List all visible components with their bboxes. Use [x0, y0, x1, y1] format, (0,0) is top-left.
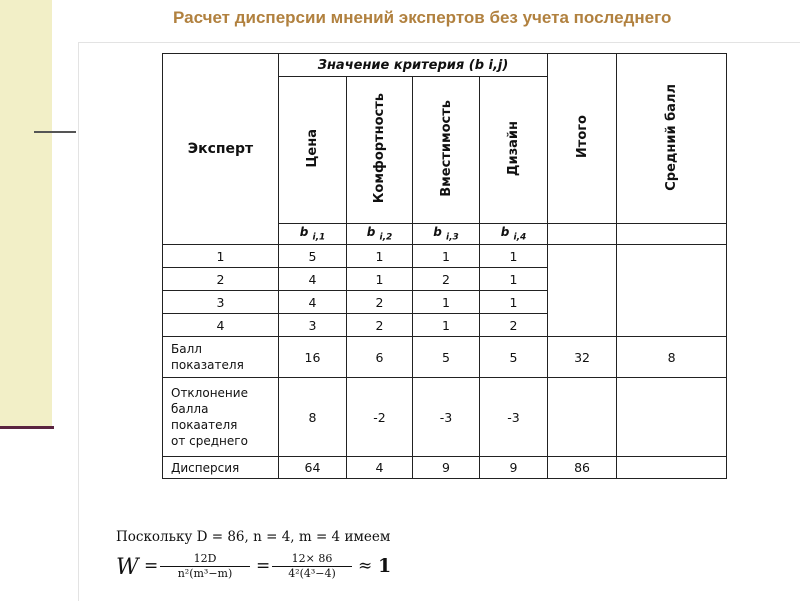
header-capacity: Вместимость	[412, 76, 480, 224]
slide-title: Расчет дисперсии мнений экспертов без уч…	[173, 8, 672, 27]
subheader-b-i1: b i,1	[278, 223, 347, 245]
table-cell: 2	[346, 290, 413, 314]
deviation-row-label: Отклонение балла покаателя от среднего	[162, 377, 279, 457]
table-cell: -3	[478, 377, 549, 457]
table-cell: 8	[278, 377, 347, 457]
formula-equals-2: =	[256, 556, 271, 576]
expert-table: Эксперт Значение критерия (b i,j) Итого …	[162, 53, 728, 479]
formula-result: 1	[378, 555, 392, 577]
table-cell: 5	[412, 336, 480, 378]
dispersion-row-label: Дисперсия	[162, 456, 279, 479]
table-cell: 1	[412, 313, 480, 337]
fraction-denominator: n²(m³−m)	[177, 567, 233, 580]
subheader-b-i3: b i,3	[412, 223, 480, 245]
header-comfort-label: Комфортность	[372, 93, 387, 204]
table-cell: 1	[478, 290, 549, 314]
deviation-row: Отклонение балла покаателя от среднего 8 -2…	[162, 377, 728, 457]
total-empty-cell	[547, 244, 618, 337]
table-row: 4 3 2 1 2	[162, 313, 727, 337]
dispersion-row: Дисперсия 64 4 9 9 86	[162, 456, 728, 479]
formula-approx-sign: ≈	[358, 556, 373, 576]
subheader-b-i4: b i,4	[478, 223, 549, 245]
score-total-cell: 32	[547, 336, 618, 378]
formula-statement: Поскольку D = 86, n = 4, m = 4 имеем	[116, 529, 391, 545]
header-price-label: Цена	[305, 129, 320, 168]
table-cell: 2	[346, 313, 413, 337]
formula-equals-1: =	[144, 556, 159, 576]
table-cell: 2	[478, 313, 549, 337]
table-row: 3 4 2 1 1	[162, 290, 727, 314]
table-cell: 9	[478, 456, 549, 479]
table-cell: -2	[346, 377, 413, 457]
header-average-label: Средний балл	[664, 83, 680, 191]
table-cell: 1	[412, 244, 480, 268]
score-row: Балл показателя 16 6 5 5 32 8	[162, 336, 728, 378]
table-cell: 1	[346, 267, 413, 291]
table-cell: 4	[346, 456, 413, 479]
table-cell: 3	[278, 313, 347, 337]
header-expert: Эксперт	[162, 53, 279, 245]
table-cell: 6	[346, 336, 413, 378]
formula-concordance: W = 12D n²(m³−m) = 12× 86 4²(4³−4) ≈ 1	[116, 548, 392, 586]
table-cell: 4	[278, 290, 347, 314]
header-design: Дизайн	[478, 76, 549, 224]
accent-line	[34, 131, 76, 133]
formula-fraction-values: 12× 86 4²(4³−4)	[272, 552, 352, 581]
header-average: Средний балл	[616, 53, 728, 224]
header-total-label: Итого	[574, 115, 590, 159]
formula-fraction-general: 12D n²(m³−m)	[160, 552, 250, 581]
score-row-label: Балл показателя	[162, 336, 279, 378]
table-cell: 2	[412, 267, 480, 291]
table-cell: 1	[478, 267, 549, 291]
table-cell: 9	[412, 456, 480, 479]
header-design-label: Дизайн	[506, 120, 522, 177]
subheader-total-empty	[547, 223, 618, 245]
table-row: 1 5 1 1 1	[162, 244, 728, 337]
dispersion-total-cell: 86	[547, 456, 618, 479]
header-capacity-label: Вместимость	[438, 100, 454, 197]
fraction-numerator: 12× 86	[272, 552, 352, 567]
expert-number: 3	[162, 290, 279, 314]
table-cell: -3	[412, 377, 480, 457]
sidebar-decoration	[0, 0, 52, 428]
subheader-average-empty	[616, 223, 728, 245]
dispersion-average-cell	[616, 456, 728, 479]
fraction-denominator: 4²(4³−4)	[288, 567, 336, 580]
deviation-average-cell	[616, 377, 728, 457]
header-price: Цена	[278, 76, 347, 224]
average-empty-cell	[616, 244, 728, 337]
sidebar-bottom-line	[0, 426, 54, 429]
fraction-numerator: 12D	[160, 552, 250, 567]
header-total: Итого	[547, 53, 618, 224]
table-cell: 1	[478, 244, 549, 268]
table-cell: 1	[412, 290, 480, 314]
subheader-b-i2: b i,2	[346, 223, 413, 245]
formula-w-symbol: W	[116, 555, 139, 580]
table-cell: 4	[278, 267, 347, 291]
table-cell: 64	[278, 456, 347, 479]
table-cell: 1	[346, 244, 413, 268]
expert-number: 1	[162, 244, 279, 268]
expert-number: 2	[162, 267, 279, 291]
table-cell: 5	[478, 336, 549, 378]
header-comfort: Комфортность	[346, 76, 413, 224]
header-criteria-group: Значение критерия (b i,j)	[277, 53, 549, 77]
table-cell: 16	[278, 336, 347, 378]
expert-number: 4	[162, 313, 279, 337]
table-cell: 5	[278, 244, 347, 268]
score-average-cell: 8	[616, 336, 728, 378]
deviation-total-cell	[547, 377, 618, 457]
formula-block: Поскольку D = 86, n = 4, m = 4 имеем W =…	[116, 529, 392, 586]
